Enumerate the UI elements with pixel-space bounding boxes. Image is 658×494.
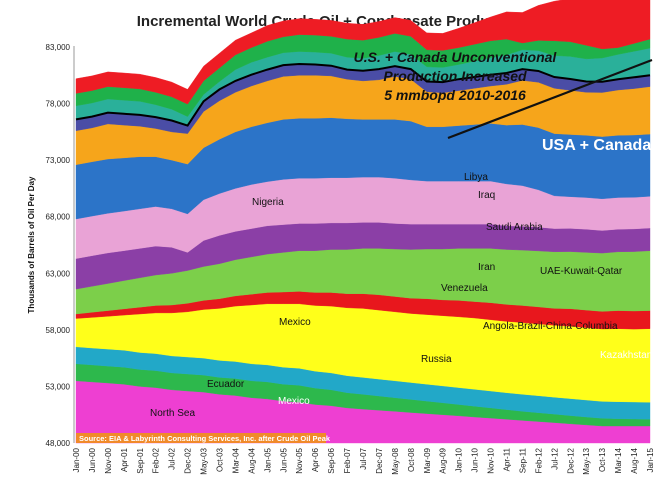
x-tick-label: Jun-05 [279, 447, 288, 472]
y-axis-label: Thousands of Barrels of Oil Per Day [27, 176, 36, 313]
label-ecuador: Ecuador [207, 379, 245, 390]
label-nigeria: Nigeria [252, 197, 284, 208]
x-tick-label: Jun-10 [471, 447, 480, 472]
label-libya: Libya [464, 172, 488, 183]
x-tick-label: Feb-12 [534, 447, 543, 473]
label-usa-canada: USA + Canada [542, 137, 651, 154]
label-russia: Russia [421, 354, 452, 365]
x-tick-label: Jan-05 [263, 447, 272, 472]
y-tick-label: 58,000 [46, 326, 71, 335]
label-iraq: Iraq [478, 190, 495, 201]
annotation-line-1: U.S. + Canada Unconventional [354, 49, 558, 65]
annotation-line-2: Production Increased [383, 68, 527, 84]
x-tick-label: Jul-12 [550, 447, 559, 469]
y-tick-label: 83,000 [46, 43, 71, 52]
label-mexico-lower: Mexico [278, 396, 310, 407]
x-tick-label: Mar-04 [231, 447, 240, 473]
x-tick-label: Nov-10 [487, 447, 496, 473]
y-tick-label: 48,000 [46, 439, 71, 448]
x-tick-label: Oct-03 [216, 447, 225, 472]
x-tick-label: Oct-13 [598, 447, 607, 472]
x-tick-label: Mar-09 [423, 447, 432, 473]
x-tick-labels: Jan-00 Jun-00 Nov-00 Apr-01 Sep-01 Feb-02 Jul-… [72, 447, 655, 474]
x-tick-label: May-13 [582, 447, 591, 474]
label-iran: Iran [478, 262, 495, 273]
x-tick-label: Jun-00 [88, 447, 97, 472]
x-tick-label: Nov-00 [104, 447, 113, 473]
x-tick-label: Oct-08 [407, 447, 416, 472]
x-tick-label: Feb-07 [343, 447, 352, 473]
label-angola-brazil: Angola-Brazil-China-Columbia [483, 321, 618, 332]
x-tick-label: Jan-15 [646, 447, 655, 472]
x-tick-label: Dec-07 [375, 447, 384, 473]
x-tick-label: May-08 [391, 447, 400, 474]
annotation-line-3: 5 mmbopd 2010-2016 [384, 87, 526, 103]
x-tick-label: Apr-06 [311, 447, 320, 472]
x-tick-label: Jan-00 [72, 447, 81, 472]
x-tick-label: Sep-01 [136, 447, 145, 473]
x-tick-label: Mar-14 [614, 447, 623, 473]
nigeria-boundary-line [75, 62, 651, 127]
y-tick-label: 53,000 [46, 382, 71, 391]
y-tick-label: 78,000 [46, 100, 71, 109]
label-mexico-upper: Mexico [279, 317, 311, 328]
source-note: Source: EIA & Labyrinth Consulting Servi… [79, 434, 331, 443]
x-tick-label: Nov-05 [295, 447, 304, 473]
x-tick-label: Sep-06 [327, 447, 336, 473]
label-uae-kuwait-qatar: UAE-Kuwait-Qatar [540, 266, 623, 277]
label-venezuela: Venezuela [441, 283, 488, 294]
y-tick-labels: 48,000 53,000 58,000 63,000 68,000 73,000 78,0… [46, 43, 71, 448]
x-tick-label: Dec-02 [184, 447, 193, 473]
x-tick-label: Aug-04 [247, 447, 256, 473]
x-tick-label: Aug-09 [439, 447, 448, 473]
area-usa-canada [75, 0, 651, 105]
x-tick-label: Dec-12 [566, 447, 575, 473]
label-north-sea: North Sea [150, 408, 195, 419]
x-tick-label: Aug-14 [630, 447, 639, 473]
y-tick-label: 68,000 [46, 213, 71, 222]
x-tick-label: Jul-07 [359, 447, 368, 469]
y-tick-label: 63,000 [46, 269, 71, 278]
label-kazakhstan: Kazakhstan [600, 350, 652, 361]
source-band [76, 433, 326, 443]
x-tick-label: Jul-02 [168, 447, 177, 469]
x-tick-label: Feb-02 [152, 447, 161, 473]
label-saudi-arabia: Saudi Arabia [486, 222, 543, 233]
x-tick-label: Jan-10 [455, 447, 464, 472]
stacked-areas [75, 0, 651, 444]
y-tick-label: 73,000 [46, 156, 71, 165]
x-tick-label: Sep-11 [518, 447, 527, 473]
x-tick-label: May-03 [200, 447, 209, 474]
x-tick-label: Apr-11 [503, 447, 512, 471]
annotation-arrow-line [447, 58, 653, 140]
x-tick-label: Apr-01 [120, 447, 129, 472]
